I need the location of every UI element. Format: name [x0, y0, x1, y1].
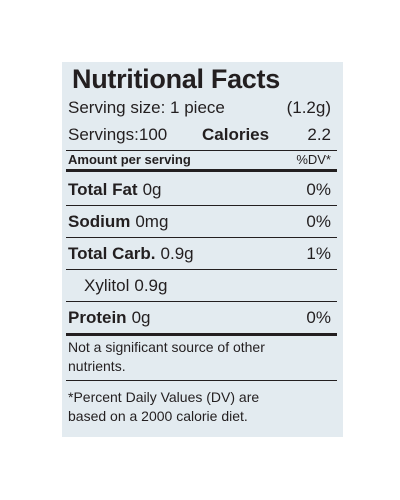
calories-value: 2.2	[307, 125, 331, 144]
nutrient-name: Total Carb.	[68, 244, 156, 263]
nutrient-row: Total Fat 0g	[68, 180, 162, 200]
divider	[66, 269, 337, 270]
serving-size: Serving size: 1 piece	[68, 98, 225, 117]
nutrient-row: Total Carb. 0.9g	[68, 244, 194, 264]
divider	[66, 380, 337, 381]
nutrient-row: Xylitol 0.9g	[84, 276, 167, 296]
nutrient-name: Sodium	[68, 212, 131, 231]
divider	[66, 169, 337, 172]
nutrient-amount: 0g	[142, 180, 162, 199]
nutrient-dv: 0%	[306, 212, 331, 231]
nutrient-name: Xylitol	[84, 276, 130, 295]
divider	[66, 301, 337, 302]
nutrient-amount: 0g	[131, 308, 151, 327]
label-title: Nutritional Facts	[72, 64, 280, 94]
servings: Servings:100	[68, 125, 168, 144]
nutrient-name: Total Fat	[68, 180, 138, 199]
nutrient-name: Protein	[68, 308, 127, 327]
calories-label: Calories	[202, 125, 270, 144]
nutrient-amount: 0mg	[135, 212, 169, 231]
divider	[66, 237, 337, 238]
nutrient-amount: 0.9g	[134, 276, 168, 295]
nutrient-dv: 0%	[306, 180, 331, 199]
footnote: Not a significant source of other nutrie…	[68, 339, 265, 374]
divider	[66, 150, 337, 151]
serving-weight: (1.2g)	[286, 98, 331, 117]
footnote: *Percent Daily Values (DV) are based on …	[68, 389, 260, 424]
divider	[66, 333, 337, 336]
nutrient-dv: 1%	[306, 244, 331, 263]
nutrient-dv: 0%	[306, 308, 331, 327]
divider	[66, 205, 337, 206]
dv-header: %DV*	[296, 152, 331, 167]
nutrient-amount: 0.9g	[160, 244, 194, 263]
nutrient-row: Sodium 0mg	[68, 212, 168, 232]
nutrient-row: Protein 0g	[68, 308, 150, 328]
amount-header: Amount per serving	[68, 152, 191, 167]
nutrition-label: Nutritional Facts Serving size: 1 piece …	[62, 62, 343, 437]
